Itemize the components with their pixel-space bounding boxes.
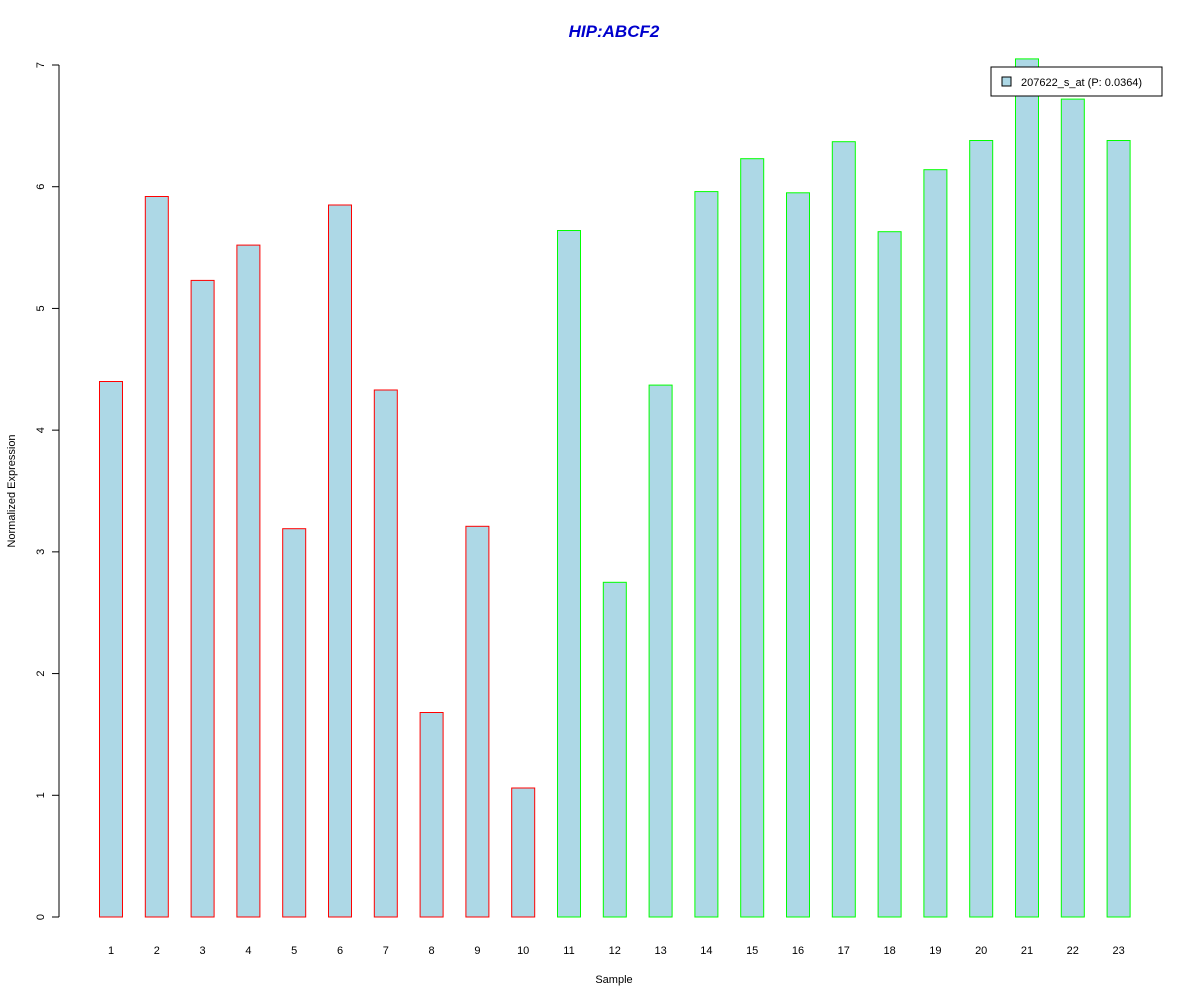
x-tick-label: 15 bbox=[746, 945, 758, 957]
y-tick-label: 6 bbox=[35, 184, 47, 190]
bar-sample-14 bbox=[694, 191, 719, 918]
y-tick-label: 1 bbox=[35, 792, 47, 798]
x-tick-label: 20 bbox=[975, 945, 987, 957]
bar-sample-3 bbox=[190, 279, 215, 918]
bar-sample-17 bbox=[831, 141, 856, 918]
bar-sample-16 bbox=[786, 192, 810, 918]
bar-sample-15 bbox=[740, 158, 765, 918]
bar-sample-20 bbox=[969, 140, 994, 918]
x-tick-label: 6 bbox=[337, 945, 343, 957]
y-tick-label: 5 bbox=[35, 305, 47, 311]
legend-label: 207622_s_at (P: 0.0364) bbox=[1021, 77, 1142, 89]
x-tick-label: 21 bbox=[1021, 945, 1033, 957]
x-axis-label: Sample bbox=[595, 974, 632, 986]
x-tick-label: 14 bbox=[700, 945, 712, 957]
bar-sample-8 bbox=[419, 712, 444, 918]
x-tick-labels: 1 2 3 4 5 6 7 8 9 10 11 12 13 14 15 16 17 18 19 20 21 22 23 bbox=[108, 945, 1125, 957]
y-tick-label: 7 bbox=[35, 62, 47, 68]
bar-sample-4 bbox=[236, 244, 261, 918]
x-tick-label: 1 bbox=[108, 945, 114, 957]
bar-sample-23 bbox=[1106, 140, 1131, 918]
legend-swatch bbox=[1001, 76, 1012, 87]
x-tick-label: 11 bbox=[563, 945, 574, 957]
x-tick-label: 23 bbox=[1112, 945, 1124, 957]
x-tick-label: 18 bbox=[883, 945, 895, 957]
x-tick-label: 8 bbox=[429, 945, 435, 957]
x-tick-label: 19 bbox=[929, 945, 941, 957]
bar-sample-1 bbox=[99, 381, 123, 918]
x-tick-label: 3 bbox=[200, 945, 206, 957]
bars-group bbox=[99, 58, 1131, 918]
x-tick-label: 4 bbox=[245, 945, 251, 957]
bar-sample-19 bbox=[923, 169, 948, 918]
bar-sample-6 bbox=[328, 204, 352, 918]
x-tick-label: 12 bbox=[609, 945, 621, 957]
bar-sample-13 bbox=[648, 384, 673, 918]
x-tick-label: 2 bbox=[154, 945, 160, 957]
bar-sample-18 bbox=[877, 231, 902, 918]
y-tick-label: 0 bbox=[35, 914, 47, 920]
bar-sample-10 bbox=[511, 787, 536, 918]
bar-sample-21 bbox=[1015, 58, 1039, 918]
x-tick-label: 9 bbox=[474, 945, 480, 957]
chart-title: HIP:ABCF2 bbox=[569, 22, 660, 41]
bar-sample-7 bbox=[373, 389, 398, 918]
legend-box bbox=[990, 66, 1163, 97]
bar-sample-9 bbox=[465, 525, 490, 918]
x-tick-label: 7 bbox=[383, 945, 389, 957]
x-tick-label: 5 bbox=[291, 945, 297, 957]
y-tick-label: 4 bbox=[35, 427, 47, 433]
y-tick-label: 2 bbox=[35, 671, 47, 677]
x-tick-label: 17 bbox=[838, 945, 850, 957]
x-tick-label: 16 bbox=[792, 945, 804, 957]
bar-sample-22 bbox=[1060, 98, 1085, 918]
x-tick-label: 10 bbox=[517, 945, 529, 957]
bar-sample-11 bbox=[557, 230, 581, 918]
legend: 207622_s_at (P: 0.0364) bbox=[990, 66, 1163, 97]
x-tick-label: 13 bbox=[654, 945, 666, 957]
x-tick-label: 22 bbox=[1067, 945, 1079, 957]
bar-sample-2 bbox=[144, 196, 169, 918]
bar-sample-12 bbox=[602, 581, 627, 918]
bar-sample-5 bbox=[282, 528, 307, 918]
y-axis-label: Normalized Expression bbox=[6, 434, 18, 547]
y-axis: 0 1 2 3 4 5 6 7 bbox=[35, 62, 60, 920]
y-tick-label: 3 bbox=[35, 549, 47, 555]
